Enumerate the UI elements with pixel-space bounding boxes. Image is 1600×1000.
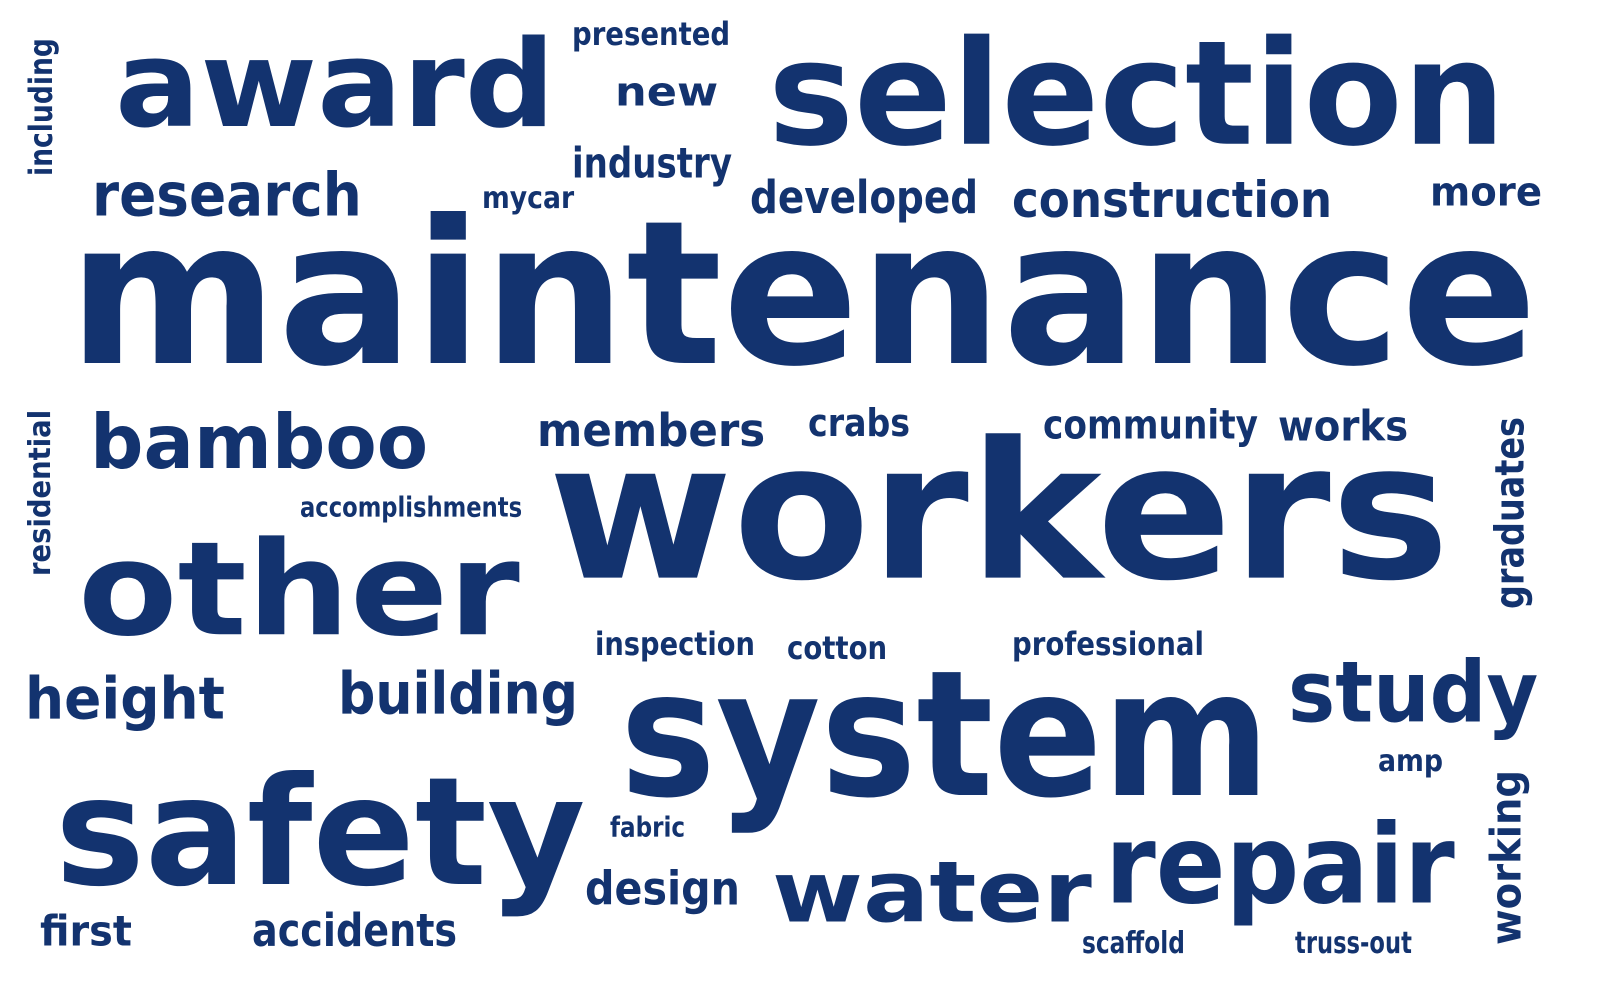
word-community: community: [1043, 401, 1259, 449]
word-crabs: crabs: [808, 400, 911, 446]
word-amp: amp: [1378, 743, 1444, 779]
word-fabric: fabric: [610, 810, 686, 844]
word-building: building: [338, 659, 578, 728]
word-industry: industry: [572, 138, 733, 188]
word-first: first: [40, 906, 132, 956]
word-professional: professional: [1012, 625, 1204, 663]
word-research: research: [92, 159, 362, 230]
word-truss-out: truss-out: [1295, 925, 1412, 961]
word-members: members: [537, 403, 766, 457]
word-repair: repair: [1105, 800, 1455, 929]
word-presented: presented: [572, 15, 731, 53]
word-selection: selection: [768, 8, 1506, 179]
word-cotton: cotton: [787, 629, 888, 667]
word-mycar: mycar: [482, 180, 575, 216]
word-developed: developed: [750, 170, 979, 224]
word-more: more: [1430, 168, 1543, 216]
word-design: design: [585, 861, 740, 916]
word-other: other: [78, 513, 520, 666]
word-new: new: [615, 68, 719, 116]
word-bamboo: bamboo: [90, 398, 429, 486]
word-works: works: [1278, 401, 1409, 451]
word-including: including: [22, 38, 60, 177]
word-water: water: [772, 842, 1092, 942]
word-workers: workers: [548, 400, 1450, 624]
word-height: height: [25, 664, 225, 733]
word-system: system: [620, 632, 1271, 837]
word-scaffold: scaffold: [1082, 925, 1185, 961]
word-accomplishments: accomplishments: [300, 490, 523, 524]
word-inspection: inspection: [595, 625, 755, 663]
word-safety: safety: [55, 744, 586, 920]
word-study: study: [1288, 642, 1539, 742]
word-graduates: graduates: [1486, 417, 1534, 609]
word-maintenance: maintenance: [68, 177, 1538, 411]
word-construction: construction: [1012, 170, 1333, 229]
word-residential: residential: [22, 409, 58, 576]
word-accidents: accidents: [252, 903, 458, 957]
word-award: award: [115, 14, 556, 155]
word-working: working: [1481, 770, 1531, 945]
